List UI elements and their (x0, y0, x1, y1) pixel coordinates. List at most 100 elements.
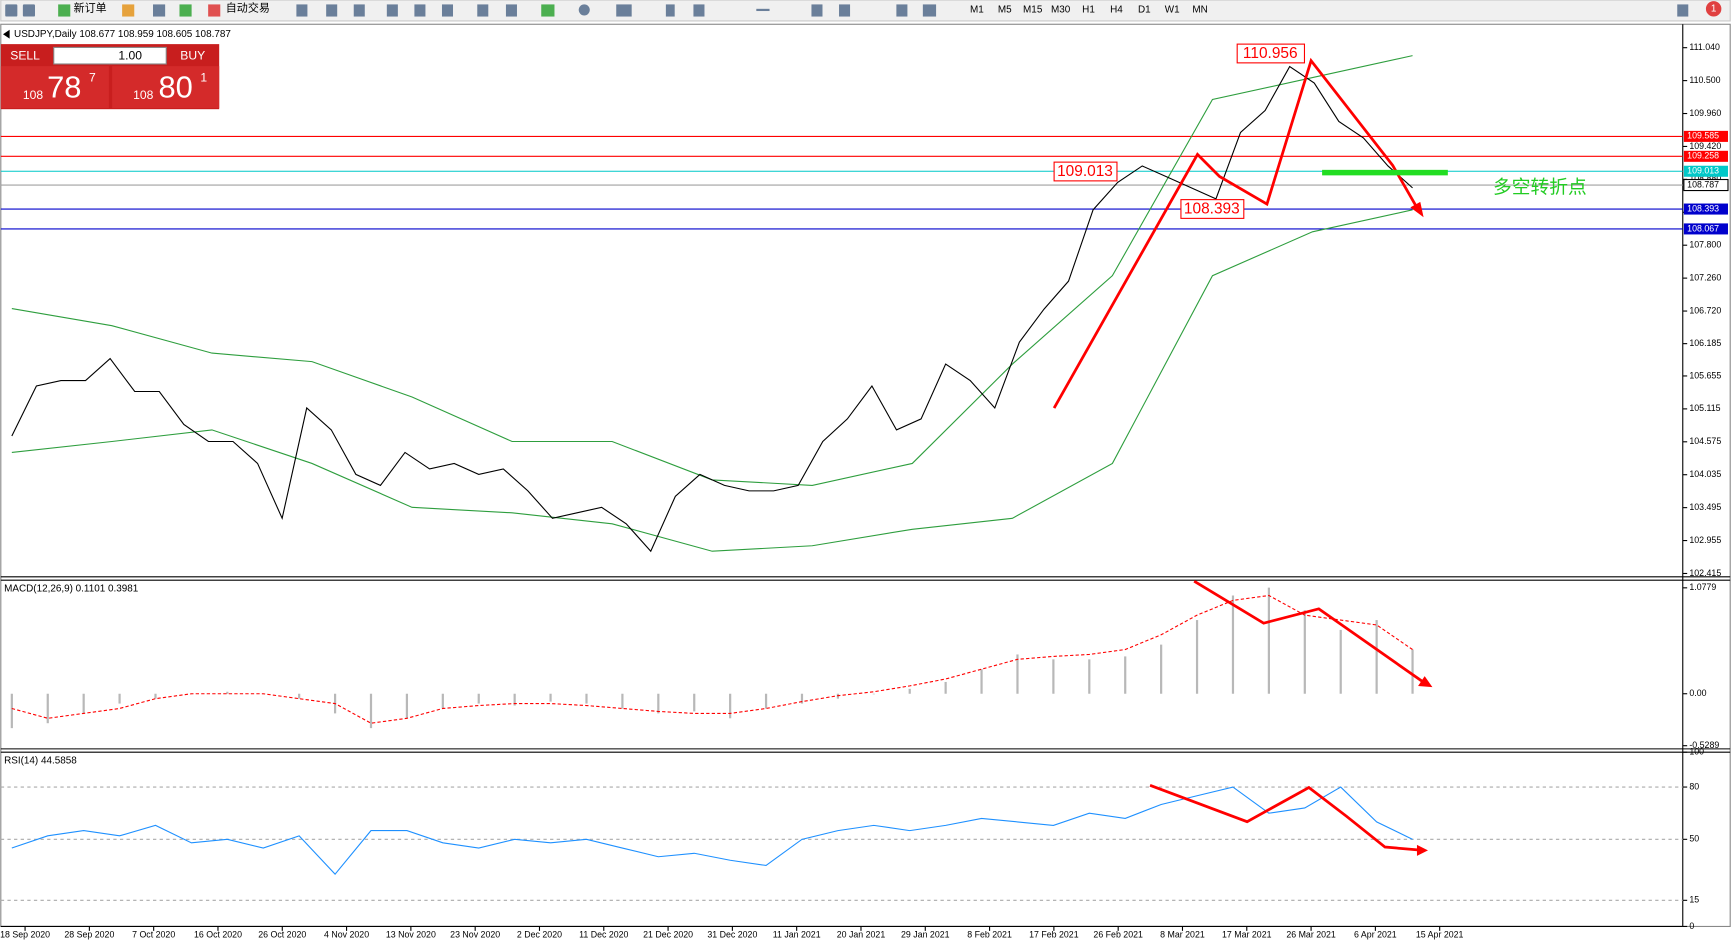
x-tick-label: 11 Dec 2020 (579, 930, 628, 940)
x-tick-label: 11 Jan 2021 (773, 930, 821, 940)
histogram-bar (980, 669, 983, 694)
buy-label[interactable]: BUY (180, 48, 205, 62)
x-tick-label: 8 Mar 2021 (1160, 930, 1205, 940)
histogram-bar (1411, 649, 1414, 694)
y-tick-label: -0.5289 (1689, 740, 1719, 750)
histogram-bar (1231, 595, 1235, 694)
y-tick-label: 104.575 (1689, 436, 1721, 446)
x-tick-label: 2 Dec 2020 (517, 930, 562, 940)
price-level-tag (1683, 150, 1728, 162)
histogram-bar (226, 691, 229, 694)
new-order-button[interactable]: 新订单 (74, 1, 107, 15)
sell-label[interactable]: SELL (10, 48, 40, 62)
histogram-bar (118, 693, 121, 704)
annotation-level: 109.013 (1057, 163, 1113, 180)
x-tick-label: 20 Jan 2021 (837, 930, 886, 940)
timeframe-button[interactable]: M1 (970, 5, 984, 16)
x-tick-label: 16 Oct 2020 (194, 930, 242, 940)
histogram-bar (621, 693, 624, 709)
price-level-tag (1683, 165, 1728, 177)
annotation-high: 110.956 (1243, 45, 1298, 62)
toolbar-icons (5, 4, 1689, 17)
x-tick-label: 15 Apr 2021 (1416, 930, 1464, 940)
buy-price-pips: 80 (159, 69, 193, 104)
timeframe-button[interactable]: M5 (998, 5, 1012, 16)
histogram-bar (82, 693, 85, 714)
auto-trade-button[interactable]: 自动交易 (226, 1, 270, 15)
x-tick-label: 29 Jan 2021 (901, 930, 950, 940)
x-tick-label: 8 Feb 2021 (967, 930, 1012, 940)
histogram-bar (369, 693, 373, 729)
x-tick-label: 26 Oct 2020 (258, 930, 306, 940)
price-level-tag (1683, 130, 1728, 142)
price-level-label: 108.067 (1687, 223, 1719, 233)
histogram-bar (46, 693, 49, 724)
price-level-tag (1683, 223, 1728, 235)
series-line (11, 209, 1413, 552)
price-level-label: 108.787 (1687, 179, 1719, 189)
x-tick-label: 4 Nov 2020 (324, 930, 369, 940)
x-tick-label: 17 Feb 2021 (1029, 930, 1079, 940)
histogram-bar (10, 693, 13, 729)
histogram-bar (1160, 644, 1163, 694)
price-level-tag (1683, 203, 1728, 215)
price-level-tag (1683, 178, 1729, 192)
notification-badge[interactable] (1705, 1, 1722, 17)
buy-button[interactable] (112, 66, 220, 109)
histogram-bar (764, 693, 768, 709)
timeframe-button[interactable]: D1 (1138, 5, 1151, 16)
x-tick-label: 28 Sep 2020 (64, 930, 114, 940)
sell-price-big: 108 (23, 88, 43, 102)
timeframe-button[interactable]: W1 (1165, 5, 1180, 16)
price-level-label: 109.585 (1687, 131, 1719, 141)
histogram-bar (729, 693, 732, 719)
histogram-bar (549, 693, 552, 702)
histogram-bar (1052, 659, 1055, 694)
price-level-label: 108.393 (1687, 203, 1719, 213)
y-tick-label: 110.500 (1689, 75, 1720, 85)
histogram-bar (1375, 620, 1378, 694)
y-tick-label: 80 (1689, 781, 1699, 791)
timeframe-button[interactable]: H1 (1082, 5, 1095, 16)
y-tick-label: 15 (1689, 895, 1699, 905)
timeframe-button[interactable]: M15 (1023, 5, 1043, 16)
histogram-bar (1124, 656, 1127, 694)
timeframe-button[interactable]: MN (1192, 5, 1207, 16)
histogram-bar (441, 693, 444, 709)
annotation-box (1180, 199, 1245, 219)
y-tick-label: 106.185 (1689, 338, 1721, 348)
histogram-bar (944, 681, 947, 694)
timeframe-button[interactable]: M30 (1051, 5, 1071, 16)
notification-count: 1 (1711, 3, 1717, 14)
x-tick-label: 26 Feb 2021 (1093, 930, 1143, 940)
buy-price-frac: 1 (200, 71, 207, 85)
annotation-box (1236, 43, 1306, 64)
histogram-bar (585, 693, 588, 704)
rsi-title: RSI(14) 44.5858 (4, 756, 77, 767)
lots-value[interactable]: 1.00 (118, 48, 142, 62)
annotation-arrows (1052, 57, 1427, 852)
x-tick-label: 7 Oct 2020 (132, 930, 175, 940)
histogram-bar (800, 693, 804, 704)
histogram-bar (1303, 610, 1306, 694)
chart-title: USDJPY,Daily 108.677 108.959 108.605 108… (14, 29, 231, 40)
y-tick-label: 111.040 (1689, 42, 1720, 52)
y-tick-label: 0.00 (1689, 688, 1706, 698)
y-tick-label: 105.115 (1689, 403, 1720, 413)
x-tick-label: 31 Dec 2020 (707, 930, 757, 940)
histogram-bar (908, 688, 911, 694)
y-tick-label: 0 (1689, 921, 1694, 931)
y-tick-label: 50 (1689, 834, 1699, 844)
x-tick-label: 17 Mar 2021 (1222, 930, 1272, 940)
x-tick-label: 21 Dec 2020 (643, 930, 693, 940)
series-line (11, 786, 1413, 876)
timeframe-button[interactable]: H4 (1110, 5, 1123, 16)
sell-button[interactable] (0, 66, 109, 109)
histogram-bar (1195, 620, 1199, 694)
histogram-bar (477, 693, 480, 704)
y-tick-label: 108.880 (1689, 174, 1721, 184)
lots-input[interactable] (53, 46, 167, 65)
histogram-bar (872, 693, 875, 695)
series-line (11, 594, 1413, 724)
